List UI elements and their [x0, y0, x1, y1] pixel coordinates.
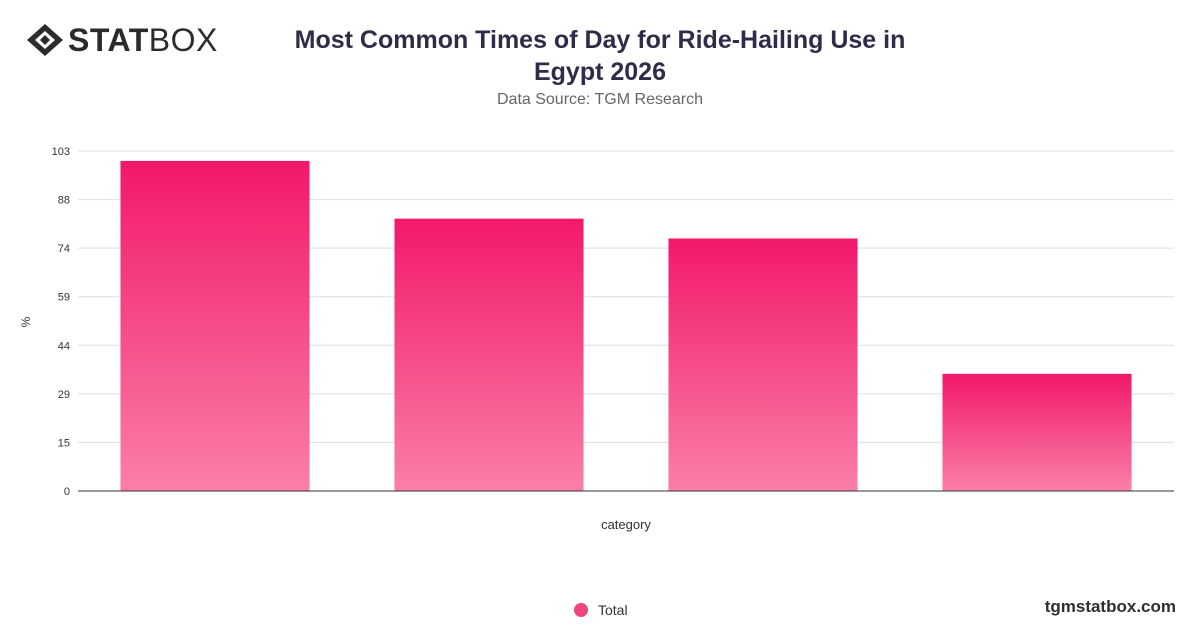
legend-label: Total	[598, 602, 628, 618]
y-tick-label: 74	[58, 243, 70, 255]
bar-2[interactable]	[394, 218, 584, 491]
logo-wordmark: STATBOX	[68, 22, 218, 58]
logo-text-light: BOX	[148, 22, 218, 58]
statbox-logo[interactable]: STATBOX	[26, 22, 218, 58]
x-axis-label: category	[601, 517, 651, 532]
y-tick-label: 103	[52, 146, 70, 158]
y-tick-label: 0	[64, 486, 70, 498]
statbox-diamond-icon	[27, 24, 63, 56]
brand-url: tgmstatbox.com	[1044, 597, 1176, 616]
y-axis-ticks: 0 15 29 44 59 74 88 103	[52, 146, 70, 498]
bar-1[interactable]	[120, 160, 310, 492]
bar-4[interactable]	[942, 373, 1132, 491]
legend[interactable]: Total	[574, 602, 628, 618]
y-tick-label: 88	[58, 195, 70, 207]
logo-text-bold: STAT	[68, 22, 149, 58]
chart-subtitle: Data Source: TGM Research	[496, 91, 703, 108]
y-tick-label: 44	[58, 340, 70, 352]
bars	[120, 160, 1132, 492]
y-axis-label: %	[19, 316, 33, 327]
y-tick-label: 59	[58, 292, 70, 304]
bar-3[interactable]	[668, 238, 858, 491]
legend-marker	[574, 603, 588, 617]
y-tick-label: 15	[58, 437, 70, 449]
y-tick-label: 29	[58, 389, 70, 401]
chart-title: Most Common Times of Day for Ride-Hailin…	[294, 26, 906, 86]
